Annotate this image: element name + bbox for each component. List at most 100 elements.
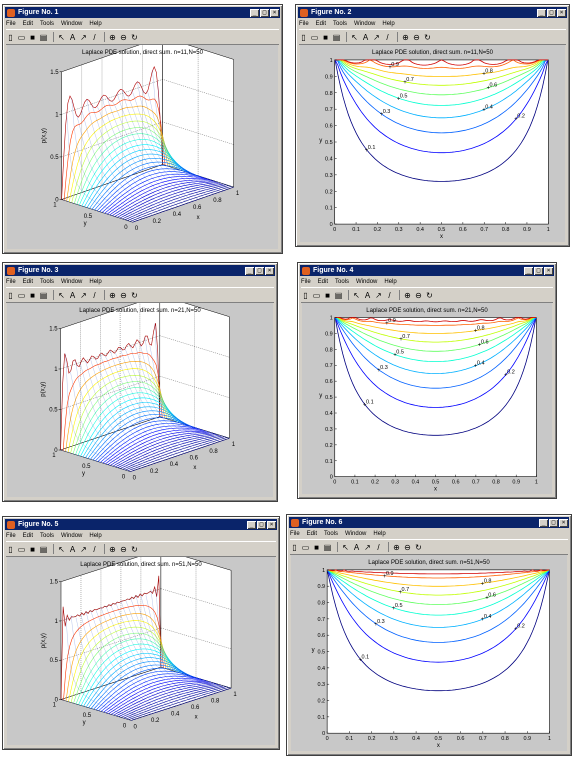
save-icon[interactable]: ■ bbox=[30, 544, 35, 554]
menu-help[interactable]: Help bbox=[89, 532, 102, 539]
maximize-button[interactable]: □ bbox=[255, 266, 264, 275]
save-icon[interactable]: ■ bbox=[325, 290, 330, 300]
menu-help[interactable]: Help bbox=[89, 278, 102, 285]
maximize-button[interactable]: □ bbox=[257, 520, 266, 529]
print-icon[interactable]: ▤ bbox=[39, 32, 48, 42]
menu-tools[interactable]: Tools bbox=[40, 532, 55, 539]
menu-help[interactable]: Help bbox=[384, 278, 397, 285]
menu-window[interactable]: Window bbox=[61, 278, 83, 285]
line-icon[interactable]: / bbox=[93, 544, 96, 554]
menu-tools[interactable]: Tools bbox=[335, 278, 350, 285]
menu-edit[interactable]: Edit bbox=[22, 532, 34, 539]
minimize-button[interactable]: _ bbox=[539, 518, 548, 527]
zoom-in-icon[interactable]: ⊕ bbox=[109, 290, 116, 300]
print-icon[interactable]: ▤ bbox=[332, 32, 341, 42]
menu-edit[interactable]: Edit bbox=[317, 278, 329, 285]
title-bar[interactable]: Figure No. 4 _ □ × bbox=[300, 265, 554, 276]
line-icon[interactable]: / bbox=[93, 32, 96, 42]
zoom-in-icon[interactable]: ⊕ bbox=[109, 544, 116, 554]
minimize-button[interactable]: _ bbox=[245, 266, 254, 275]
menu-help[interactable]: Help bbox=[373, 530, 386, 537]
menu-window[interactable]: Window bbox=[354, 20, 376, 27]
menu-window[interactable]: Window bbox=[356, 278, 378, 285]
line-icon[interactable]: / bbox=[377, 542, 380, 552]
maximize-button[interactable]: □ bbox=[549, 518, 558, 527]
zoom-out-icon[interactable]: ⊖ bbox=[120, 544, 127, 554]
new-file-icon[interactable]: ▯ bbox=[8, 290, 13, 300]
title-bar[interactable]: Figure No. 2 _ □ × bbox=[298, 7, 567, 18]
menu-tools[interactable]: Tools bbox=[40, 278, 55, 285]
minimize-button[interactable]: _ bbox=[537, 8, 546, 17]
rotate-icon[interactable]: ↻ bbox=[426, 290, 433, 300]
zoom-in-icon[interactable]: ⊕ bbox=[109, 32, 116, 42]
arrow-select-icon[interactable]: ↖ bbox=[342, 542, 349, 552]
print-icon[interactable]: ▤ bbox=[323, 542, 332, 552]
save-icon[interactable]: ■ bbox=[314, 542, 319, 552]
figure-window-6[interactable]: Figure No. 6 _ □ × File Edit Tools Windo… bbox=[286, 514, 572, 756]
menu-file[interactable]: File bbox=[290, 530, 300, 537]
menu-file[interactable]: File bbox=[301, 278, 311, 285]
zoom-out-icon[interactable]: ⊖ bbox=[120, 290, 127, 300]
figure-window-4[interactable]: Figure No. 4 _ □ × File Edit Tools Windo… bbox=[297, 262, 557, 499]
arrow-icon[interactable]: ↗ bbox=[364, 542, 371, 552]
menu-edit[interactable]: Edit bbox=[22, 20, 34, 27]
menu-file[interactable]: File bbox=[6, 278, 16, 285]
arrow-icon[interactable]: ↗ bbox=[80, 32, 87, 42]
open-folder-icon[interactable]: ▭ bbox=[17, 544, 26, 554]
arrow-select-icon[interactable]: ↖ bbox=[58, 32, 65, 42]
close-button[interactable]: × bbox=[265, 266, 274, 275]
arrow-select-icon[interactable]: ↖ bbox=[353, 290, 360, 300]
new-file-icon[interactable]: ▯ bbox=[292, 542, 297, 552]
text-A-icon[interactable]: A bbox=[364, 290, 371, 300]
close-button[interactable]: × bbox=[267, 520, 276, 529]
menu-window[interactable]: Window bbox=[345, 530, 367, 537]
rotate-icon[interactable]: ↻ bbox=[131, 544, 138, 554]
maximize-button[interactable]: □ bbox=[547, 8, 556, 17]
figure-window-1[interactable]: Figure No. 1 _ □ × File Edit Tools Windo… bbox=[2, 4, 283, 254]
menu-tools[interactable]: Tools bbox=[333, 20, 348, 27]
new-file-icon[interactable]: ▯ bbox=[8, 544, 13, 554]
arrow-select-icon[interactable]: ↖ bbox=[58, 544, 65, 554]
minimize-button[interactable]: _ bbox=[247, 520, 256, 529]
arrow-select-icon[interactable]: ↖ bbox=[351, 32, 358, 42]
minimize-button[interactable]: _ bbox=[524, 266, 533, 275]
open-folder-icon[interactable]: ▭ bbox=[301, 542, 310, 552]
menu-tools[interactable]: Tools bbox=[40, 20, 55, 27]
rotate-icon[interactable]: ↻ bbox=[424, 32, 431, 42]
line-icon[interactable]: / bbox=[93, 290, 96, 300]
figure-window-2[interactable]: Figure No. 2 _ □ × File Edit Tools Windo… bbox=[295, 4, 570, 247]
text-A-icon[interactable]: A bbox=[362, 32, 369, 42]
open-folder-icon[interactable]: ▭ bbox=[17, 32, 26, 42]
new-file-icon[interactable]: ▯ bbox=[301, 32, 306, 42]
arrow-icon[interactable]: ↗ bbox=[80, 544, 87, 554]
zoom-out-icon[interactable]: ⊖ bbox=[413, 32, 420, 42]
open-folder-icon[interactable]: ▭ bbox=[312, 290, 321, 300]
menu-file[interactable]: File bbox=[6, 20, 16, 27]
figure-window-3[interactable]: Figure No. 3 _ □ × File Edit Tools Windo… bbox=[2, 262, 278, 502]
menu-edit[interactable]: Edit bbox=[315, 20, 327, 27]
open-folder-icon[interactable]: ▭ bbox=[17, 290, 26, 300]
line-icon[interactable]: / bbox=[388, 290, 391, 300]
zoom-out-icon[interactable]: ⊖ bbox=[404, 542, 411, 552]
title-bar[interactable]: Figure No. 5 _ □ × bbox=[5, 519, 277, 530]
zoom-out-icon[interactable]: ⊖ bbox=[415, 290, 422, 300]
close-button[interactable]: × bbox=[557, 8, 566, 17]
open-folder-icon[interactable]: ▭ bbox=[310, 32, 319, 42]
arrow-icon[interactable]: ↗ bbox=[80, 290, 87, 300]
maximize-button[interactable]: □ bbox=[534, 266, 543, 275]
text-A-icon[interactable]: A bbox=[69, 32, 76, 42]
zoom-in-icon[interactable]: ⊕ bbox=[404, 290, 411, 300]
print-icon[interactable]: ▤ bbox=[39, 290, 48, 300]
close-button[interactable]: × bbox=[544, 266, 553, 275]
title-bar[interactable]: Figure No. 6 _ □ × bbox=[289, 517, 569, 528]
menu-tools[interactable]: Tools bbox=[324, 530, 339, 537]
title-bar[interactable]: Figure No. 1 _ □ × bbox=[5, 7, 280, 18]
zoom-in-icon[interactable]: ⊕ bbox=[402, 32, 409, 42]
arrow-icon[interactable]: ↗ bbox=[375, 290, 382, 300]
menu-edit[interactable]: Edit bbox=[22, 278, 34, 285]
zoom-out-icon[interactable]: ⊖ bbox=[120, 32, 127, 42]
save-icon[interactable]: ■ bbox=[30, 32, 35, 42]
rotate-icon[interactable]: ↻ bbox=[131, 32, 138, 42]
text-A-icon[interactable]: A bbox=[69, 544, 76, 554]
menu-window[interactable]: Window bbox=[61, 20, 83, 27]
